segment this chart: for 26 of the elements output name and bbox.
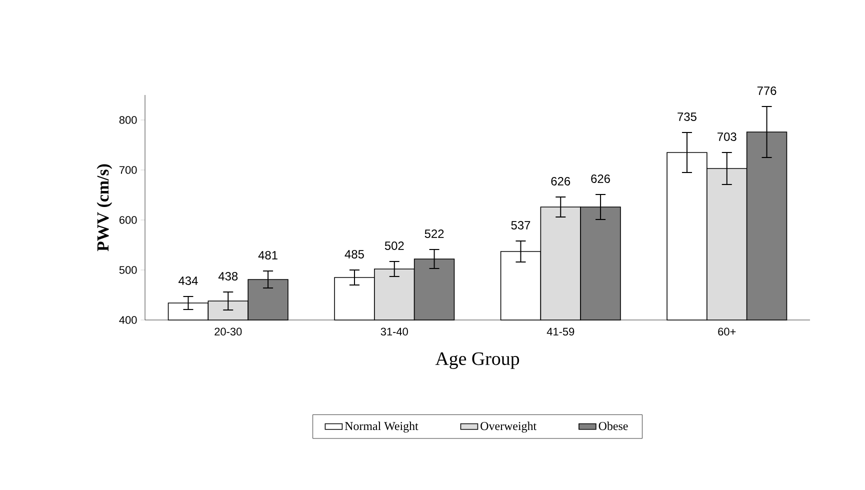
data-label: 626: [551, 177, 570, 186]
data-label: 703: [718, 132, 736, 141]
y-tick-label: 600: [120, 216, 137, 224]
data-label: 522: [424, 230, 444, 238]
data-label: 776: [757, 86, 776, 95]
legend-label: Normal Weight: [344, 422, 418, 433]
data-label: 481: [258, 251, 278, 260]
data-label: 537: [511, 221, 530, 230]
data-label: 434: [178, 276, 198, 285]
x-tick-label: 41-59: [546, 328, 574, 336]
x-tick-label: 20-30: [214, 328, 242, 336]
y-tick-label: 400: [119, 316, 137, 324]
y-tick-label: 800: [119, 116, 137, 124]
data-label: 485: [344, 250, 364, 258]
x-tick-label: 31-40: [380, 328, 408, 336]
data-label: 626: [591, 174, 610, 183]
y-tick-label: 700: [120, 166, 137, 174]
x-tick-label: 60+: [718, 328, 736, 336]
data-label: 502: [384, 242, 404, 250]
y-tick-label: 500: [119, 266, 137, 274]
data-label: 438: [218, 272, 238, 280]
data-label: 735: [678, 112, 696, 121]
legend-label: Obese: [598, 422, 628, 430]
x-axis-title: Age Group: [435, 352, 520, 369]
y-axis-title: PWV (cm/s): [96, 164, 112, 252]
legend-label: Overweight: [480, 422, 536, 433]
